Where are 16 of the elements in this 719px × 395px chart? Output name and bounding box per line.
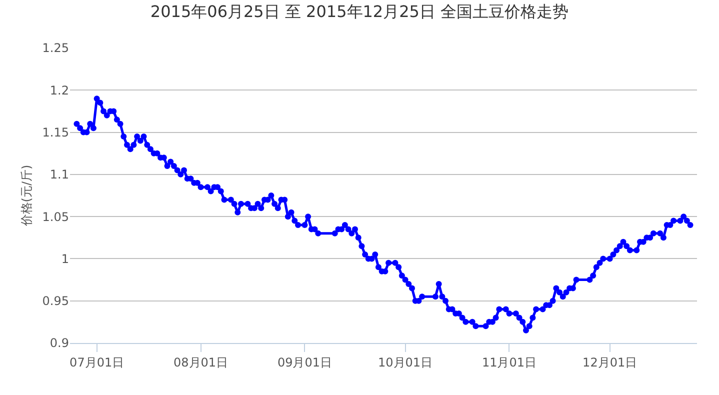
x-tick-label: 07月01日 xyxy=(70,355,124,370)
x-tick-label: 12月01日 xyxy=(582,355,638,370)
chart-title: 2015年06月25日 至 2015年12月25日 全国土豆价格走势 xyxy=(150,2,569,22)
y-tick-label: 1.25 xyxy=(42,41,69,56)
y-tick-label: 0.9 xyxy=(50,336,69,350)
y-tick-label: 0.95 xyxy=(42,294,69,308)
x-tick-label: 09月01日 xyxy=(277,355,332,370)
x-tick-label: 10月01日 xyxy=(378,355,433,370)
y-tick-label: 1.1 xyxy=(50,168,69,182)
y-tick-label: 1 xyxy=(61,252,69,266)
x-tick-label: 08月01日 xyxy=(173,355,228,370)
y-tick-label: 1.05 xyxy=(42,210,69,224)
x-tick-label: 11月01日 xyxy=(482,355,537,370)
y-axis-title: 价格(元/斤) xyxy=(20,164,34,228)
y-tick-label: 1.2 xyxy=(50,83,69,98)
y-tick-label: 1.15 xyxy=(42,125,69,140)
